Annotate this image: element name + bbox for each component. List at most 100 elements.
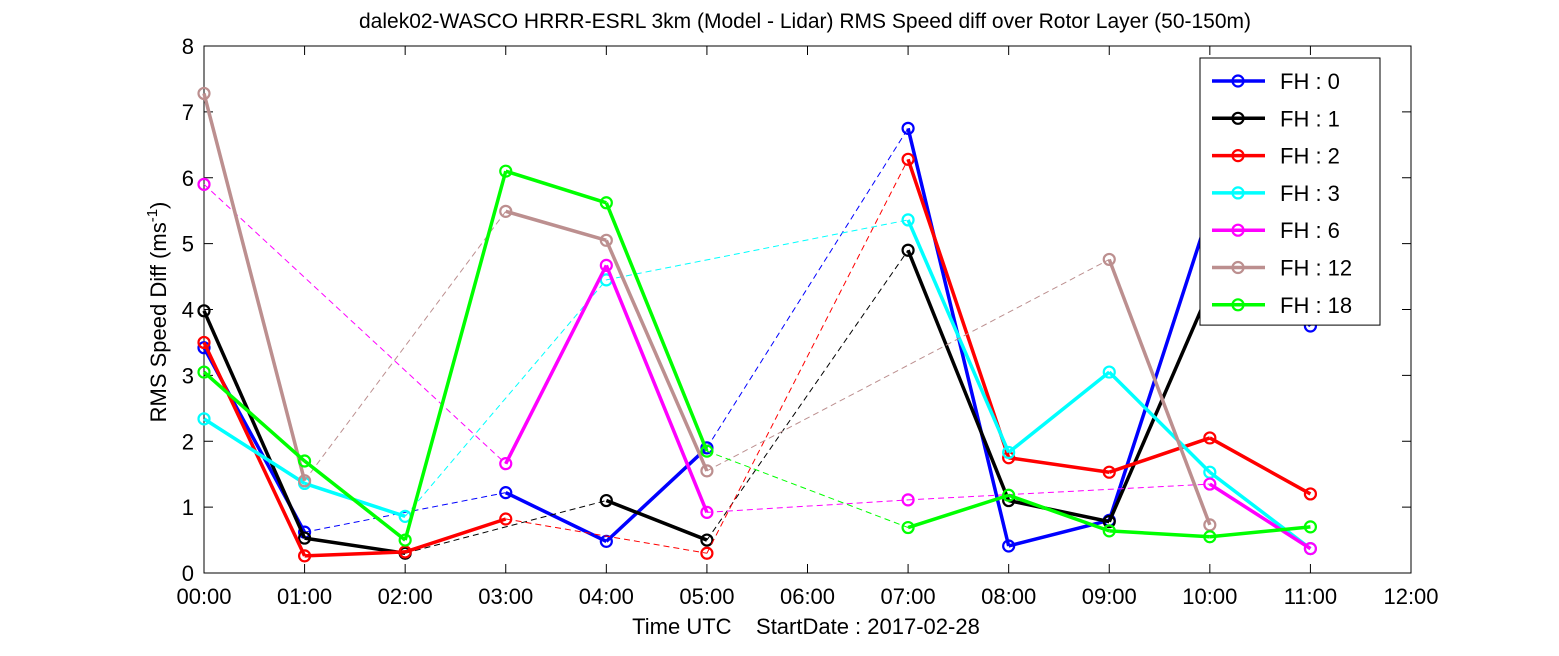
series-fh-6-segment <box>203 183 507 465</box>
series-fh-1-point <box>599 493 613 508</box>
series-layer <box>197 86 1318 563</box>
series-fh-12-segment <box>706 258 1110 472</box>
series-fh-3-segment <box>1108 370 1212 474</box>
legend-label: FH : 0 <box>1280 69 1340 94</box>
series-fh-18-segment <box>706 450 909 529</box>
series-fh-6-point <box>1203 477 1217 491</box>
series-fh-18-segment <box>1008 493 1110 533</box>
series-fh-12-segment <box>304 211 507 482</box>
y-tick-label: 4 <box>182 298 194 323</box>
series-fh-18-point <box>197 365 211 379</box>
series-fh-2-segment <box>404 517 507 554</box>
series-fh-2-point <box>197 335 211 350</box>
series-fh-0-point <box>1002 539 1016 553</box>
series-fh-2-point <box>1102 465 1116 479</box>
legend-marker <box>1231 260 1245 275</box>
series-fh-2-segment <box>304 550 406 558</box>
series-fh-18-segment <box>1109 529 1210 539</box>
x-tick-label: 07:00 <box>881 584 936 609</box>
series-fh-6-point <box>197 177 211 191</box>
series-fh-2-point <box>1303 487 1318 501</box>
legend: FH : 0 FH : 1 FH : 2 FH : 3 FH : 6 FH : 12 FH … <box>1199 57 1381 326</box>
series-fh-18-segment <box>1209 525 1311 539</box>
series-fh-18-point <box>1002 488 1016 502</box>
legend-label: FH : 3 <box>1280 181 1340 206</box>
legend-label: FH : 2 <box>1280 144 1340 169</box>
series-fh-1-point <box>901 243 915 257</box>
x-tick-label: 04:00 <box>579 584 634 609</box>
series-fh-1-point <box>700 533 714 547</box>
x-tick-label: 02:00 <box>378 584 433 609</box>
legend-marker <box>1231 74 1245 88</box>
series-fh-1-segment <box>605 498 708 542</box>
series-fh-12-point <box>297 474 312 488</box>
series-fh-1-segment <box>405 500 607 554</box>
series-fh-0-point <box>197 341 211 355</box>
series-fh-12-point <box>700 464 714 478</box>
y-tick-label: 3 <box>182 363 194 388</box>
series-fh-6-point <box>499 457 513 471</box>
y-axis-label-sup: -1 <box>144 209 161 222</box>
series-fh-18-segment <box>403 170 508 541</box>
series-fh-3-point <box>1102 365 1116 379</box>
series-fh-12-point <box>599 233 613 247</box>
y-tick-label: 7 <box>182 100 194 125</box>
x-tick-label: 11:00 <box>1284 584 1337 609</box>
series-fh-6-segment <box>706 499 909 513</box>
series-fh-0-segment <box>706 128 909 449</box>
x-tick-label: 10:00 <box>1182 584 1237 609</box>
series-fh-1-point <box>297 531 312 545</box>
series-fh-0-segment <box>304 492 506 533</box>
series-fh-0-segment <box>605 446 709 543</box>
y-axis-label-main: RMS Speed Diff (ms <box>146 222 171 422</box>
series-fh-18-segment <box>202 370 306 463</box>
legend-label: FH : 6 <box>1280 218 1340 243</box>
series-fh-3-point <box>197 412 211 426</box>
series-fh-18-point <box>901 520 915 535</box>
chart-title: dalek02-WASCO HRRR-ESRL 3km (Model - Lid… <box>359 10 1251 33</box>
series-fh-18-point <box>297 454 312 468</box>
y-tick-label: 0 <box>182 561 194 586</box>
legend-label: FH : 12 <box>1280 256 1352 281</box>
series-fh-18-point <box>1303 520 1318 534</box>
x-tick-label: 06:00 <box>780 584 835 609</box>
series-fh-3-segment <box>1007 370 1111 454</box>
x-tick-label: 00:00 <box>176 584 231 609</box>
series-fh-2-segment <box>906 158 1011 459</box>
series-fh-6-point <box>1303 542 1318 556</box>
y-tick-label: 6 <box>182 166 194 191</box>
y-tick-label: 8 <box>182 34 194 59</box>
legend-label: FH : 1 <box>1280 106 1340 131</box>
series-fh-12-point <box>499 204 513 218</box>
series-fh-12-segment <box>505 209 607 243</box>
ticks-layer: 00:00 01:00 02:00 03:00 04:00 05:00 06:00 07:00… <box>176 34 1438 609</box>
series-fh-18-point <box>700 444 714 458</box>
series-fh-12-point <box>1102 252 1116 267</box>
x-tick-label: 05:00 <box>679 584 734 609</box>
x-tick-label: 08:00 <box>981 584 1036 609</box>
y-tick-label: 2 <box>182 429 194 454</box>
x-tick-label: 12:00 <box>1383 584 1438 609</box>
series-group <box>197 177 1318 556</box>
x-tick-label: 09:00 <box>1082 584 1137 609</box>
series-fh-18-point <box>398 533 412 547</box>
series-fh-1-point <box>1102 515 1116 529</box>
y-axis-label: RMS Speed Diff (ms-1) <box>144 202 171 423</box>
y-axis-label-suffix: ) <box>146 202 171 209</box>
series-fh-6-point <box>901 493 915 507</box>
series-fh-0-segment <box>1107 210 1212 521</box>
series-group <box>197 164 1318 547</box>
series-fh-2-point <box>901 152 915 166</box>
series-fh-6-point <box>599 258 613 272</box>
series-fh-6-segment <box>908 483 1210 501</box>
series-fh-12-segment <box>604 239 709 472</box>
x-axis-label: Time UTC StartDate : 2017-02-28 <box>632 614 980 639</box>
series-fh-1-segment <box>1008 498 1110 524</box>
series-fh-18-segment <box>505 169 607 205</box>
series-fh-6-segment <box>504 264 608 465</box>
series-fh-2-segment <box>505 518 708 554</box>
series-fh-2-segment <box>1108 436 1211 474</box>
legend-marker <box>1231 186 1245 200</box>
series-fh-3-segment <box>906 219 1011 454</box>
